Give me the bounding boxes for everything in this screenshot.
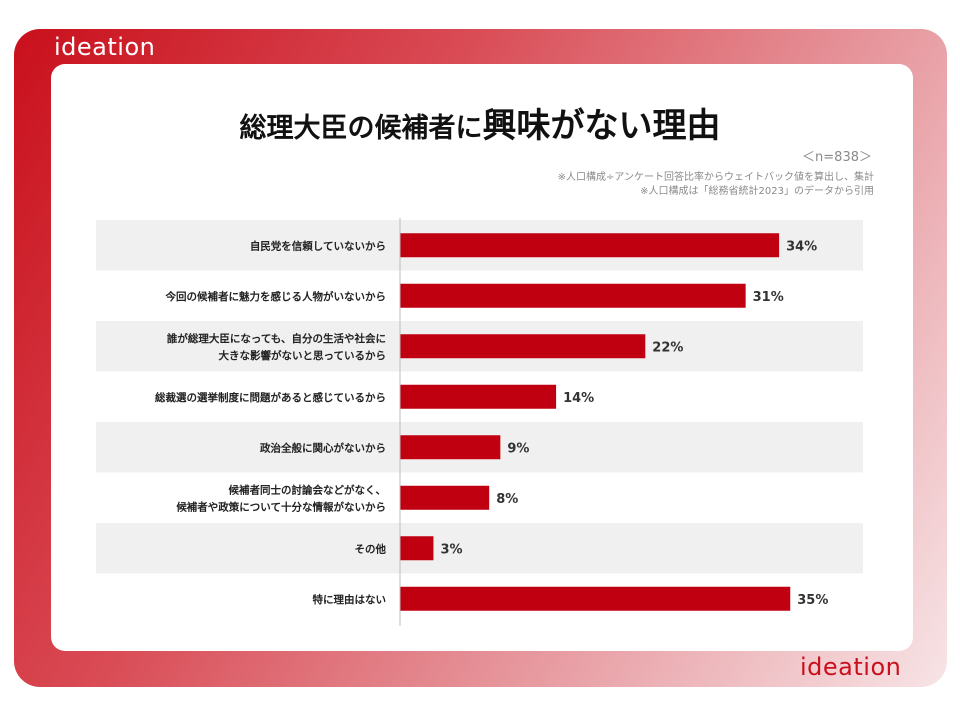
- category-label: その他: [355, 542, 387, 555]
- category-label: 総裁選の選挙制度に問題があると感じているから: [155, 391, 386, 404]
- method-note: ※人口構成÷アンケート回答比率からウェイトバック値を算出し、集計: [557, 172, 874, 183]
- value-label: 8%: [496, 492, 518, 507]
- bar: [400, 586, 791, 611]
- ideation-logo-bottom: ideation: [800, 653, 902, 681]
- value-label: 31%: [753, 290, 784, 305]
- category-label: 候補者同士の討論会などがなく、: [229, 483, 387, 496]
- category-label: 今回の候補者に魅力を感じる人物がいないから: [165, 290, 387, 303]
- value-label: 34%: [786, 239, 817, 254]
- category-label: 大きな影響がないと思っているから: [219, 349, 386, 362]
- sample-size-label: ＜n=838＞: [802, 150, 872, 165]
- bar: [400, 233, 780, 258]
- row-stripe: [96, 523, 863, 574]
- value-label: 9%: [507, 441, 529, 456]
- category-label: 自民党を信頼していないから: [250, 239, 386, 252]
- bar: [400, 283, 746, 308]
- value-label: 14%: [563, 391, 594, 406]
- category-label: 特に理由はない: [313, 593, 387, 606]
- value-label: 3%: [440, 542, 462, 557]
- bar: [400, 435, 501, 460]
- value-label: 35%: [797, 593, 828, 608]
- source-note: ※人口構成は「総務省統計2023」のデータから引用: [640, 186, 874, 197]
- value-label: 22%: [652, 340, 683, 355]
- chart-title: 総理大臣の候補者に興味がない理由: [0, 98, 960, 147]
- bar: [400, 485, 490, 510]
- category-label: 誰が総理大臣になっても、自分の生活や社会に: [167, 332, 386, 345]
- title-part-1: 総理大臣の候補者に: [239, 113, 483, 144]
- bar: [400, 384, 557, 409]
- bar: [400, 536, 434, 561]
- ideation-logo-top: ideation: [54, 33, 156, 61]
- title-part-2: 興味がない理由: [482, 106, 721, 146]
- category-label: 候補者や政策について十分な情報がないから: [176, 500, 386, 513]
- category-label: 政治全般に関心がないから: [260, 441, 386, 454]
- bar: [400, 334, 646, 359]
